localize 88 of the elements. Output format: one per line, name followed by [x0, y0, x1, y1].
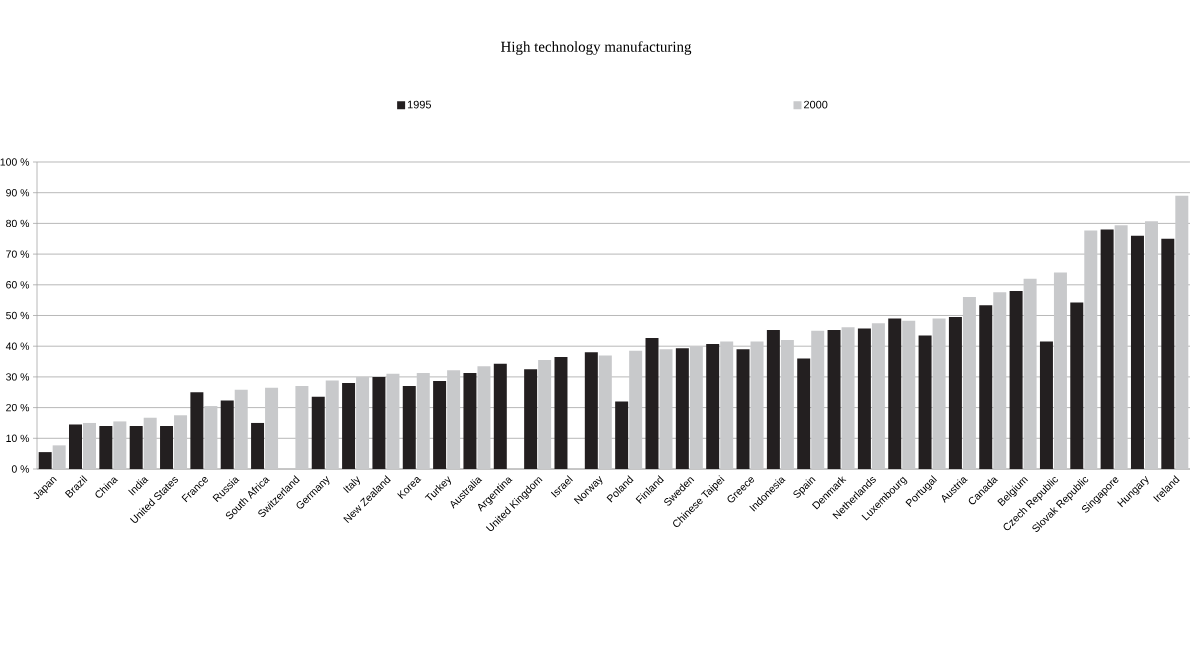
bar — [129, 426, 143, 469]
chart-title: High technology manufacturing — [500, 41, 692, 55]
bar — [1039, 341, 1053, 469]
bar — [720, 341, 734, 469]
bar — [598, 355, 612, 469]
bar — [1175, 195, 1189, 469]
bar — [538, 360, 552, 469]
y-tick-label: 0 % — [11, 465, 30, 473]
bar — [797, 358, 811, 469]
bar — [1009, 290, 1023, 469]
bar — [204, 406, 218, 469]
bar — [1070, 302, 1084, 469]
bar — [979, 305, 993, 469]
bar — [311, 396, 325, 469]
legend-label: 2000 — [804, 100, 828, 109]
bar — [160, 426, 174, 469]
bar — [689, 346, 703, 469]
bar — [615, 401, 629, 469]
bar — [750, 341, 764, 469]
bar — [113, 421, 127, 469]
bar — [493, 363, 507, 469]
y-tick-label: 90 % — [6, 189, 30, 197]
y-tick-label: 20 % — [6, 403, 30, 412]
y-tick-label: 50 % — [6, 311, 30, 320]
bar — [871, 323, 885, 469]
bar — [524, 369, 538, 469]
bar — [902, 320, 916, 469]
y-tick-label: 10 % — [6, 434, 30, 443]
bar — [143, 417, 157, 469]
bar — [295, 386, 309, 469]
bar — [38, 452, 52, 469]
bar — [780, 340, 794, 469]
y-tick-label: 80 % — [6, 219, 30, 228]
bar — [325, 380, 339, 469]
bar — [52, 445, 66, 469]
bar — [402, 386, 416, 469]
bar — [251, 422, 265, 469]
bar — [841, 327, 855, 469]
bar — [265, 387, 279, 469]
bar — [584, 352, 598, 469]
bar — [736, 349, 750, 469]
bar — [356, 376, 370, 469]
bar — [932, 318, 946, 469]
y-tick-label: 40 % — [5, 342, 30, 350]
bar — [948, 317, 962, 469]
bar — [83, 422, 97, 469]
bar — [766, 329, 780, 469]
bar — [1100, 229, 1114, 469]
bar — [190, 392, 204, 469]
bar — [918, 335, 932, 469]
y-tick-label: 100 % — [0, 158, 30, 166]
bar — [99, 426, 113, 469]
bar — [477, 366, 491, 469]
bar — [372, 376, 386, 469]
bar — [675, 348, 689, 469]
bar — [1161, 238, 1175, 469]
legend-label: 1995 — [407, 100, 432, 109]
bar — [659, 349, 673, 469]
bar — [1130, 235, 1144, 469]
bar — [1053, 272, 1067, 469]
bar — [463, 372, 477, 469]
bar — [629, 350, 643, 469]
y-tick-label: 30 % — [6, 373, 30, 381]
y-tick-label: 60 % — [6, 281, 30, 289]
bar — [554, 356, 568, 469]
bar — [1114, 225, 1128, 469]
bar — [342, 383, 356, 469]
bar — [888, 318, 902, 469]
bar — [857, 328, 871, 469]
bar — [811, 330, 825, 469]
bar — [645, 337, 659, 469]
bar — [993, 292, 1007, 469]
bar — [69, 424, 83, 469]
bar — [174, 415, 188, 469]
bar — [433, 380, 447, 469]
bar — [416, 372, 430, 469]
bar — [1084, 230, 1098, 469]
bar — [386, 373, 400, 469]
bar — [234, 389, 248, 469]
bar — [220, 400, 234, 469]
bar — [1023, 278, 1037, 469]
x-tick-label: Italy — [342, 476, 360, 493]
bar — [962, 297, 976, 469]
bar — [827, 329, 841, 469]
bar — [706, 344, 720, 469]
bar — [447, 370, 461, 469]
bar — [1144, 221, 1158, 469]
y-tick-label: 70 % — [6, 250, 30, 258]
